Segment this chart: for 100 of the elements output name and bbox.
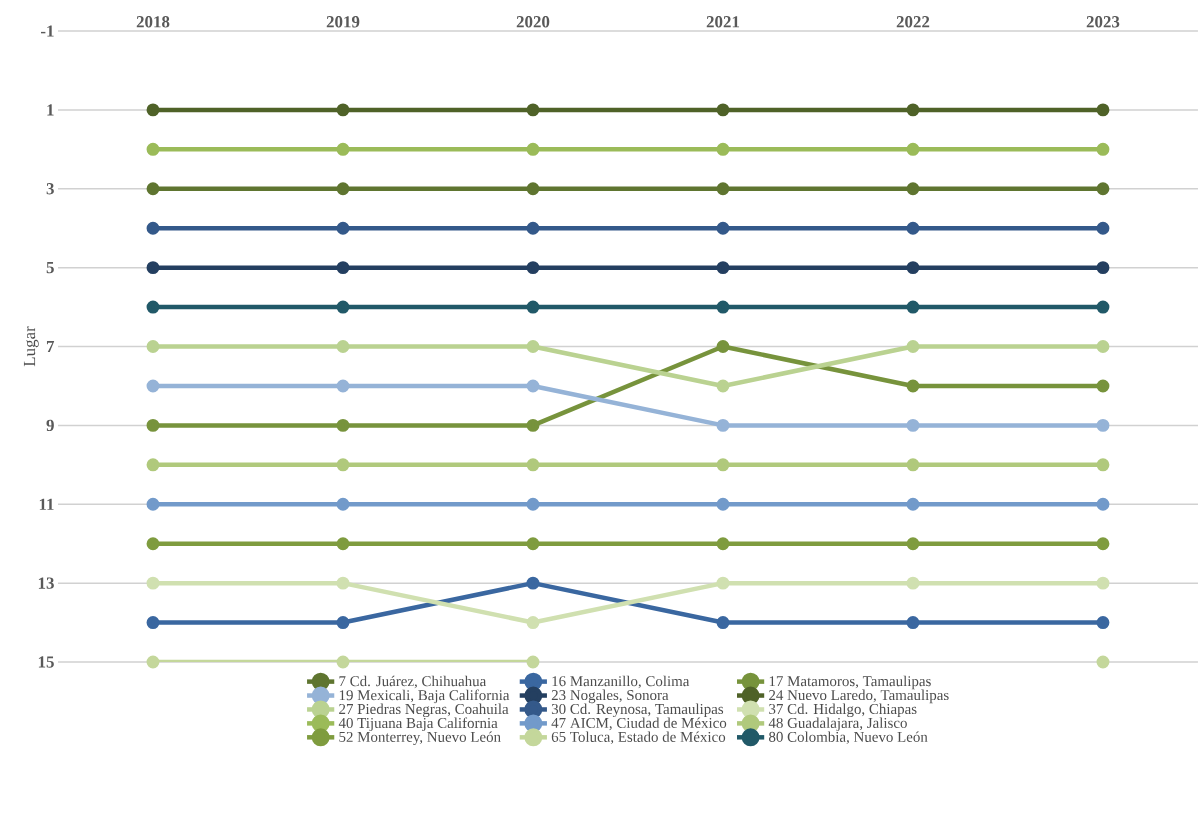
point: [716, 300, 730, 314]
point: [336, 103, 350, 117]
point: [1096, 182, 1110, 196]
legend-label: 19 Mexicali, Baja California: [339, 689, 510, 704]
point: [146, 142, 160, 156]
y-axis-title: Lugar: [23, 326, 39, 367]
point: [526, 418, 540, 432]
point: [526, 379, 540, 393]
point: [716, 142, 730, 156]
point: [526, 182, 540, 196]
y-tick-label: 1: [47, 104, 54, 116]
point: [906, 103, 920, 117]
point: [336, 340, 350, 353]
point: [1096, 458, 1110, 472]
x-tick-label: 2021: [706, 16, 740, 28]
legend-label: 80 Colombia, Nuevo León: [769, 731, 928, 745]
point: [906, 458, 920, 472]
y-tick-label: 9: [46, 419, 54, 432]
legend-label: 30 Cd. Reynosa, Tamaulipas: [551, 703, 724, 718]
y-tick-label: 11: [39, 498, 54, 510]
point: [336, 221, 350, 235]
y-tick-label: 5: [46, 262, 54, 274]
point: [146, 497, 160, 511]
point: [146, 458, 160, 472]
point: [146, 655, 160, 669]
point: [146, 576, 160, 590]
point: [526, 103, 540, 117]
point: [1096, 340, 1110, 353]
legend-label: 47 AICM, Ciudad de México: [551, 717, 727, 731]
x-tick-label: 2019: [326, 16, 360, 28]
point: [146, 182, 160, 196]
point: [336, 616, 350, 630]
point: [716, 537, 730, 551]
point: [1096, 497, 1110, 511]
point: [526, 497, 540, 511]
point: [146, 261, 160, 275]
point: [1096, 142, 1110, 156]
point: [146, 221, 160, 235]
point: [526, 616, 540, 630]
point: [336, 379, 350, 393]
point: [1096, 261, 1110, 275]
point: [716, 103, 730, 117]
point: [716, 221, 730, 235]
point: [336, 655, 350, 669]
point: [336, 418, 350, 432]
legend-label: 16 Manzanillo, Colima: [552, 675, 690, 689]
point: [716, 261, 730, 275]
point: [1096, 300, 1110, 314]
point: [146, 418, 160, 432]
point: [1096, 221, 1110, 235]
point: [146, 103, 160, 117]
legend-label: 17 Matamoros, Tamaulipas: [769, 675, 931, 690]
point: [526, 458, 540, 472]
point: [716, 616, 730, 630]
point: [1096, 616, 1110, 630]
legend-label: 52 Monterrey, Nuevo León: [339, 731, 501, 745]
point: [1096, 655, 1110, 669]
point: [906, 142, 920, 156]
point: [1096, 379, 1110, 393]
point: [146, 537, 160, 551]
point: [526, 576, 540, 590]
point: [716, 340, 730, 353]
point: [526, 537, 540, 551]
point: [526, 221, 540, 235]
point: [336, 576, 350, 590]
point: [716, 418, 730, 432]
y-tick-label: 15: [38, 656, 54, 668]
point: [336, 182, 350, 196]
y-tick-label: 3: [46, 183, 54, 195]
point: [336, 537, 350, 551]
legend-label: 27 Piedras Negras, Coahuila: [339, 703, 509, 718]
point: [716, 497, 730, 511]
point: [906, 418, 920, 432]
point: [906, 340, 920, 353]
point: [526, 655, 540, 669]
legend-label: 7 Cd. Juárez, Chihuahua: [339, 675, 487, 689]
point: [716, 379, 730, 393]
legend-label: 37 Cd. Hidalgo, Chiapas: [769, 703, 917, 718]
point: [526, 142, 540, 156]
point: [336, 458, 350, 472]
point: [906, 497, 920, 511]
legend-label: 23 Nogales, Sonora: [551, 689, 669, 704]
point: [1096, 103, 1110, 117]
y-tick-label: -1: [41, 25, 54, 37]
x-tick-label: 2022: [896, 16, 930, 28]
point: [1096, 576, 1110, 590]
point: [146, 300, 160, 314]
legend-label: 65 Toluca, Estado de México: [551, 731, 726, 745]
point: [906, 300, 920, 314]
point: [336, 300, 350, 314]
point: [906, 616, 920, 630]
legend-label: 48 Guadalajara, Jalisco: [768, 717, 907, 732]
y-tick-label: 7: [46, 340, 55, 353]
point: [336, 142, 350, 156]
point: [526, 340, 540, 353]
legend-label: 24 Nuevo Laredo, Tamaulipas: [769, 689, 949, 704]
point: [146, 616, 160, 630]
legend-label: 40 Tijuana Baja California: [338, 717, 498, 732]
point: [1096, 537, 1110, 551]
point: [906, 261, 920, 275]
